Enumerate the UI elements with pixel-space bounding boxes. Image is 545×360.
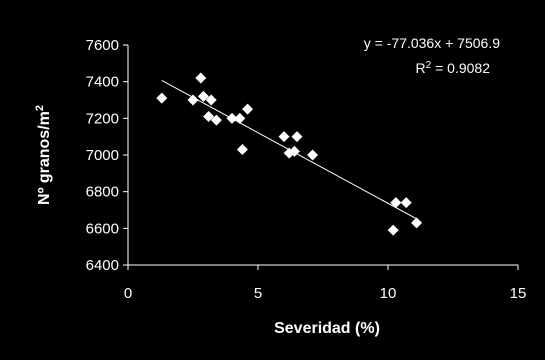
r-squared-letter: R xyxy=(416,60,426,76)
r-squared-label: R2 = 0.9082 xyxy=(416,60,491,77)
y-tick-label: 7200 xyxy=(86,110,119,127)
data-points xyxy=(156,72,423,236)
data-point xyxy=(195,72,207,84)
y-axis-title-superscript: 2 xyxy=(34,105,46,111)
data-point xyxy=(236,144,248,155)
data-point xyxy=(307,149,319,161)
data-point xyxy=(400,197,412,209)
x-tick-label: 15 xyxy=(510,285,527,302)
y-tick-label: 6800 xyxy=(86,184,119,201)
axes xyxy=(123,44,519,270)
trendline-equation: y = -77.036x + 7506.9 xyxy=(364,35,500,51)
data-point xyxy=(203,111,215,122)
r-squared-superscript: 2 xyxy=(426,60,432,71)
data-point xyxy=(278,131,290,143)
data-point xyxy=(156,92,168,104)
data-point xyxy=(205,94,217,106)
y-axis-title: Nº granos/m2 xyxy=(34,105,53,205)
data-point xyxy=(234,112,246,124)
data-point xyxy=(390,197,402,209)
data-point xyxy=(387,224,399,236)
x-tick-label: 5 xyxy=(254,285,262,302)
y-axis-title-text: Nº granos/m xyxy=(36,111,53,205)
data-point xyxy=(291,131,303,143)
data-point xyxy=(210,114,222,126)
data-point xyxy=(197,90,209,102)
x-tick-label: 0 xyxy=(124,285,132,302)
data-point xyxy=(226,112,238,124)
y-tick-label: 6600 xyxy=(86,220,119,237)
data-point xyxy=(187,94,199,106)
data-point xyxy=(411,217,423,229)
x-axis-title: Severidad (%) xyxy=(274,320,380,337)
tick-labels: 6400 6600 6800 7000 7200 7400 7600 0 5 10 15 xyxy=(86,37,527,302)
data-point xyxy=(288,145,300,157)
r-squared-value: = 0.9082 xyxy=(431,60,490,76)
y-tick-label: 7400 xyxy=(86,74,119,91)
data-point xyxy=(242,103,254,115)
y-tick-label: 7000 xyxy=(86,147,119,164)
y-tick-label: 6400 xyxy=(86,257,119,274)
y-tick-label: 7600 xyxy=(86,37,119,54)
x-tick-label: 10 xyxy=(380,285,397,302)
